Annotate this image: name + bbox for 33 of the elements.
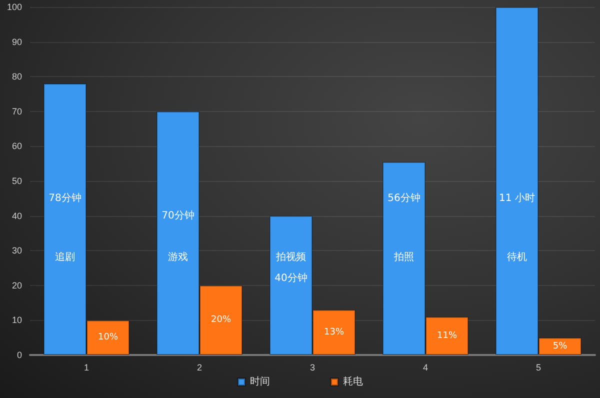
legend-label: 时间 bbox=[250, 376, 270, 388]
x-tick-label: 5 bbox=[536, 362, 542, 372]
annotation: 78分钟 bbox=[48, 192, 82, 204]
annotation: 70分钟 bbox=[162, 209, 194, 222]
y-tick-label: 60 bbox=[12, 141, 22, 152]
legend-label: 耗电 bbox=[343, 376, 363, 388]
data-label: 11% bbox=[436, 330, 458, 341]
data-label: 20% bbox=[210, 315, 232, 326]
annotation: 游戏 bbox=[168, 251, 188, 264]
x-tick-label: 4 bbox=[422, 362, 428, 372]
annotation: 40分钟 bbox=[274, 272, 308, 284]
y-tick-label: 0 bbox=[16, 350, 22, 360]
annotation: 追剧 bbox=[55, 251, 75, 264]
annotation: 11 小时 bbox=[499, 192, 535, 204]
y-tick-label: 70 bbox=[12, 106, 22, 116]
annotation: 56分钟 bbox=[388, 192, 420, 204]
x-tick-label: 2 bbox=[196, 362, 202, 372]
data-label: 10% bbox=[98, 332, 118, 343]
y-tick-label: 50 bbox=[12, 176, 22, 186]
data-label: 5% bbox=[552, 341, 568, 352]
y-tick-label: 20 bbox=[12, 280, 22, 290]
annotation: 待机 bbox=[507, 251, 527, 264]
y-tick-label: 40 bbox=[12, 210, 22, 221]
y-tick-label: 10 bbox=[12, 315, 22, 326]
x-tick-label: 3 bbox=[310, 362, 316, 372]
x-tick-label: 1 bbox=[84, 362, 90, 372]
y-tick-label: 100 bbox=[6, 2, 22, 12]
y-tick-label: 30 bbox=[12, 246, 22, 256]
data-label: 13% bbox=[324, 327, 344, 338]
y-tick-label: 80 bbox=[12, 72, 22, 82]
annotation: 拍视频 bbox=[275, 251, 306, 264]
y-tick-label: 90 bbox=[12, 36, 22, 47]
annotation: 拍照 bbox=[393, 251, 414, 264]
